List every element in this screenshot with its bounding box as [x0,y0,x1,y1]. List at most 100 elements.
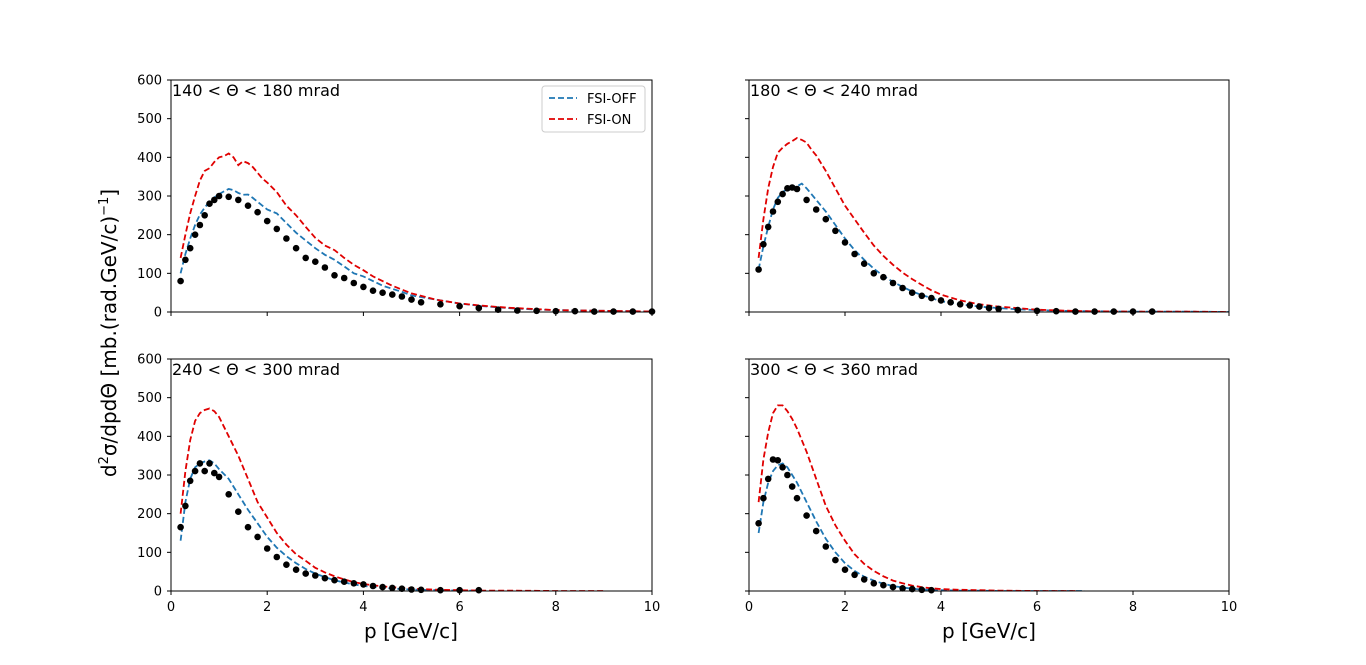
data-point [889,583,897,591]
data-point [340,578,348,585]
axes-frame [748,358,1230,592]
data-point [841,566,849,573]
data-point [552,307,560,315]
data-point [860,260,868,268]
data-point [937,297,945,304]
data-point [283,561,290,568]
data-point [182,502,189,510]
data-point [793,185,801,193]
data-point [191,467,199,475]
series-line-fsi-on [179,152,652,312]
axes-frame [748,79,1230,313]
data-point [985,304,993,312]
data-point [292,244,300,252]
y-tick-label: 300 [137,190,162,205]
data-point [331,576,338,584]
data-point [417,586,425,594]
data-point [206,460,213,467]
data-point [186,244,194,252]
data-point [456,302,463,310]
data-point [956,301,964,308]
x-axis-title-right: p [GeV/c] [942,619,1036,643]
data-point [408,586,415,593]
panel-1: 0 100 200 300 400 500 600 140 < Θ < 180 mrad [137,74,656,321]
data-point [860,576,868,583]
data-point [196,221,204,229]
data-point [379,583,386,591]
data-point [263,545,271,552]
x-tick-label: 0 [745,600,753,615]
data-point [211,469,218,477]
legend: FSI-OFF FSI-ON [541,85,646,133]
data-point [995,305,1002,313]
data-point [760,241,767,248]
data-point [360,283,367,291]
data-point [822,215,830,223]
data-point [389,291,396,298]
data-point [196,460,204,467]
data-point [206,200,213,207]
data-point [764,223,772,231]
data-point [841,239,849,246]
data-point [369,582,377,590]
data-point [966,302,974,309]
data-point [312,572,319,579]
data-point [803,196,810,204]
panel-title: 240 < Θ < 300 mrad [172,360,340,379]
data-point [312,258,319,266]
data-point [822,543,830,550]
data-point [215,192,223,200]
legend-label-fsi-off: FSI-OFF [587,92,637,107]
y-tick-label: 400 [137,430,162,445]
data-point [201,467,208,475]
x-tick-label: 6 [1033,600,1041,615]
data-point [254,208,261,216]
data-point [389,584,396,592]
data-point [812,206,820,213]
data-point [235,196,242,204]
x-tick-label: 2 [263,600,271,615]
data-point [793,494,801,502]
data-point [533,307,540,315]
data-point [880,273,887,281]
x-tick-label: 8 [552,600,560,615]
data-point [244,523,252,531]
data-point [899,585,906,592]
data-point [514,307,521,314]
x-tick-label: 4 [359,600,367,615]
y-tick-label: 100 [137,546,162,561]
data-point [379,289,386,297]
data-point [331,272,338,279]
data-point [755,520,762,527]
panel-title: 300 < Θ < 360 mrad [750,360,918,379]
legend-label-fsi-on: FSI-ON [587,113,631,128]
data-point [177,277,184,285]
x-tick-label: 4 [937,600,945,615]
data-point [292,566,300,573]
data-point [254,533,261,541]
data-point [456,586,463,594]
series-line-fsi-off [179,188,652,312]
data-point [398,293,406,300]
data-point [235,508,242,515]
data-point [408,296,415,303]
data-point [211,196,218,204]
panel-4: 0 2 4 6 8 10 300 < Θ < 360 mrad [745,358,1237,615]
data-point [398,585,406,592]
data-point [851,571,858,579]
data-point [321,574,329,582]
x-tick-label: 10 [644,600,661,615]
series-line-fsi-on [179,407,604,591]
x-tick-label: 6 [455,600,463,615]
data-point [812,527,820,535]
data-point [928,294,935,302]
y-tick-label: 0 [154,306,162,321]
data-point [947,299,954,306]
data-point [437,301,444,308]
data-point [928,586,935,594]
data-point [321,264,329,271]
data-point [201,212,208,219]
data-point [803,512,810,519]
